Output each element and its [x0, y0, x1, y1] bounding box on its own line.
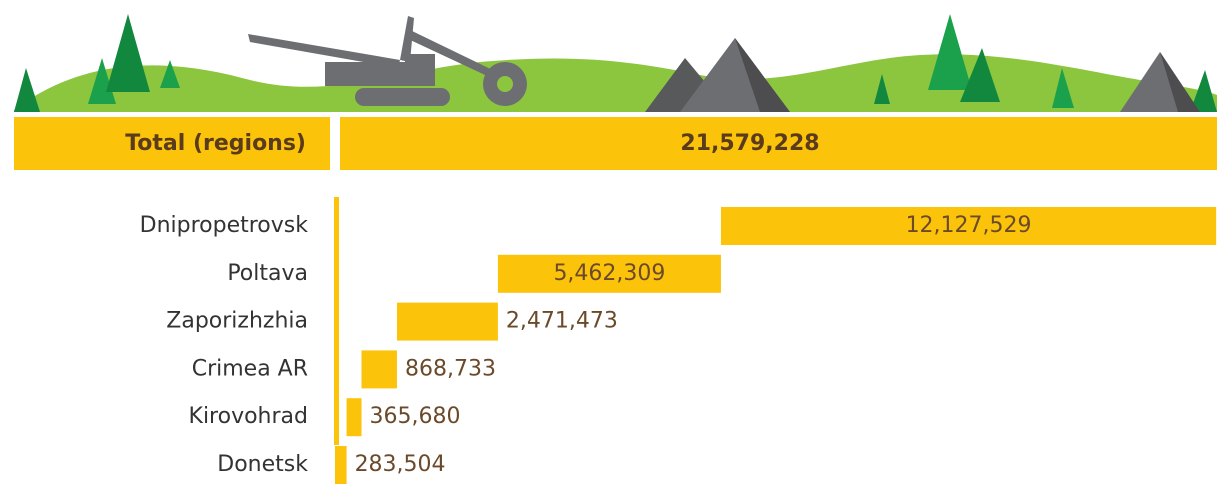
value-label: 283,504	[355, 452, 446, 477]
axis-line	[334, 197, 339, 445]
category-label: Poltava	[227, 261, 308, 286]
category-label: Crimea AR	[192, 356, 308, 381]
category-label: Donetsk	[217, 452, 308, 477]
category-label: Dnipropetrovsk	[140, 213, 309, 238]
bar	[347, 398, 362, 436]
bar	[397, 303, 498, 341]
value-label: 2,471,473	[506, 309, 618, 334]
value-label: 365,680	[370, 404, 461, 429]
value-label: 868,733	[405, 356, 496, 381]
total-label: Total (regions)	[125, 131, 306, 156]
category-label: Zaporizhzhia	[166, 309, 308, 334]
category-label: Kirovohrad	[189, 404, 308, 429]
bar	[362, 350, 397, 388]
value-label: 12,127,529	[906, 213, 1032, 238]
page: Total (regions) 21,579,228 Dnipropetrovs…	[0, 0, 1217, 484]
landscape	[14, 14, 1217, 112]
value-label: 5,462,309	[553, 261, 665, 286]
bar	[335, 446, 347, 484]
total-value: 21,579,228	[680, 131, 819, 156]
